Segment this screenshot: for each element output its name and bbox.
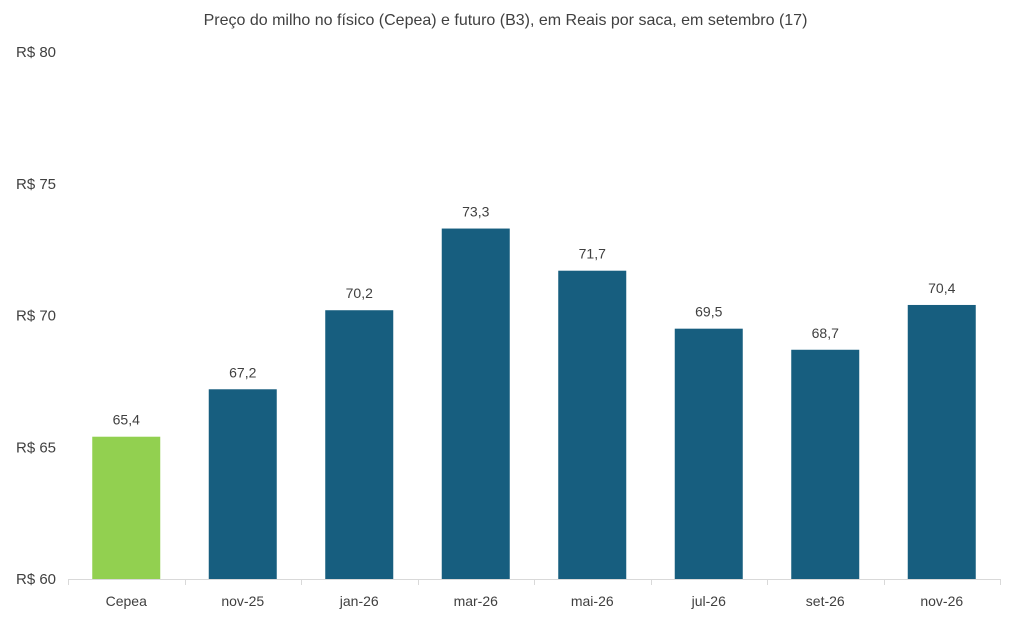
x-tick-label: nov-26: [920, 593, 963, 609]
bar-mai-26: [558, 270, 627, 579]
y-tick-label: R$ 65: [16, 439, 56, 456]
x-tick-label: jul-26: [691, 593, 726, 609]
x-tick-label: jan-26: [339, 593, 379, 609]
x-tick-label: mai-26: [571, 593, 614, 609]
data-label: 65,4: [113, 412, 140, 428]
bar-Cepea: [92, 436, 161, 579]
x-tick-label: mar-26: [454, 593, 499, 609]
y-tick-label: R$ 60: [16, 571, 56, 588]
bar-nov-25: [208, 389, 277, 579]
x-tick-label: set-26: [806, 593, 845, 609]
y-tick-label: R$ 75: [16, 176, 56, 193]
data-label: 69,5: [695, 304, 722, 320]
bar-set-26: [791, 349, 860, 579]
data-label: 70,2: [346, 285, 373, 301]
data-label: 73,3: [462, 204, 489, 220]
data-label: 70,4: [928, 280, 955, 296]
data-label: 71,7: [579, 246, 606, 262]
bar-nov-26: [907, 304, 976, 579]
bar-jan-26: [325, 310, 394, 579]
data-label: 67,2: [229, 364, 256, 380]
x-tick-label: Cepea: [106, 593, 147, 609]
data-label: 68,7: [812, 325, 839, 341]
chart-title: Preço do milho no físico (Cepea) e futur…: [203, 12, 808, 29]
bar-mar-26: [441, 228, 510, 580]
x-tick-label: nov-25: [221, 593, 264, 609]
bar-jul-26: [674, 328, 743, 579]
y-tick-label: R$ 70: [16, 308, 56, 325]
y-tick-label: R$ 80: [16, 44, 56, 61]
